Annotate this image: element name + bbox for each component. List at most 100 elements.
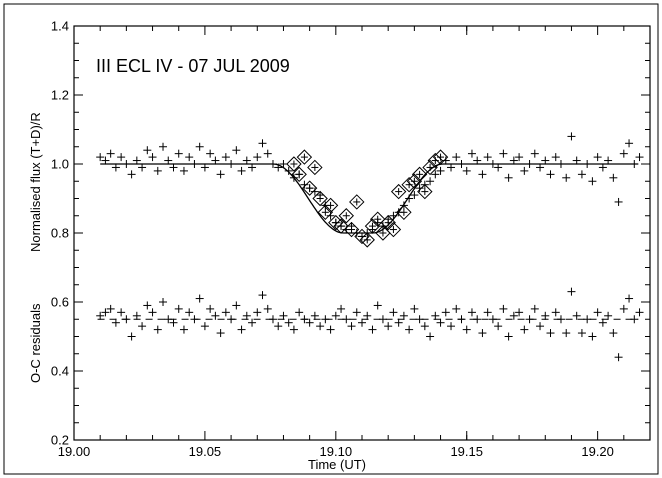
x-tick-label: 19.00 — [58, 444, 91, 459]
residual-point — [426, 332, 435, 341]
flux-point — [588, 177, 597, 186]
x-tick-label: 19.10 — [320, 444, 353, 459]
flux-point — [515, 153, 524, 162]
residual-point — [546, 329, 555, 338]
in-transit-point — [390, 183, 407, 200]
residual-point — [536, 322, 545, 331]
flux-point — [143, 146, 152, 155]
y-axis-label-flux: Normalised flux (T+D)/R — [28, 112, 43, 252]
flux-point — [530, 149, 539, 158]
residual-point — [441, 308, 450, 317]
flux-point — [625, 139, 634, 148]
flux-point — [426, 177, 435, 186]
residual-point — [248, 318, 257, 327]
in-transit-point — [380, 214, 396, 231]
flux-point — [467, 149, 476, 158]
residual-point — [604, 311, 613, 320]
residual-point — [378, 315, 387, 324]
flux-point — [494, 163, 503, 172]
flux-point — [604, 156, 613, 165]
residual-point — [138, 322, 147, 331]
flux-point — [593, 153, 602, 162]
x-tick-label: 19.20 — [581, 444, 614, 459]
flux-point — [457, 160, 466, 168]
flux-point — [556, 160, 565, 168]
in-transit-point — [301, 180, 318, 196]
flux-point — [274, 163, 283, 172]
residual-point — [473, 315, 482, 324]
flux-point — [263, 149, 272, 158]
flux-point — [536, 163, 545, 172]
flux-point — [520, 166, 529, 175]
outer-frame — [3, 3, 659, 475]
flux-point — [619, 149, 628, 158]
residual-point — [577, 329, 586, 338]
flux-point — [268, 160, 277, 168]
residual-point — [347, 322, 356, 331]
flux-point — [106, 149, 115, 158]
residual-point — [153, 325, 162, 334]
axes-layer: 19.00 19.05 19.10 19.15 19.20 0.2 0.4 0.6 0.8 1.0… — [51, 19, 651, 459]
residual-point — [457, 315, 466, 324]
residual-point — [405, 325, 414, 334]
residual-point — [614, 353, 623, 362]
x-axis-label: Time (UT) — [308, 457, 366, 472]
residual-point — [447, 322, 456, 331]
residual-point — [106, 304, 115, 313]
residual-point — [279, 311, 288, 320]
y-tick-label: 1.4 — [51, 19, 69, 34]
residual-point — [567, 287, 576, 296]
in-transit-point — [385, 221, 402, 238]
flux-point — [410, 191, 419, 200]
residual-point — [368, 325, 377, 334]
residual-point — [394, 318, 403, 327]
flux-point — [452, 153, 461, 162]
in-transit-point — [349, 194, 365, 210]
residual-point — [431, 311, 440, 320]
flux-point — [447, 163, 456, 172]
flux-point — [389, 211, 398, 220]
flux-point — [436, 166, 445, 175]
flux-point — [405, 194, 414, 203]
residual-point — [111, 318, 120, 327]
flux-point — [499, 149, 508, 158]
residual-point — [316, 322, 325, 331]
y-tick-label: 0.6 — [51, 295, 69, 310]
flux-point — [284, 166, 293, 175]
residual-point — [583, 315, 592, 324]
residual-point — [117, 308, 126, 317]
residual-point — [331, 311, 340, 320]
residual-point — [179, 325, 188, 334]
residual-point — [541, 311, 550, 320]
flux-point — [179, 166, 188, 175]
flux-point — [195, 142, 204, 151]
residual-point — [483, 308, 492, 317]
flux-point — [488, 160, 497, 168]
residual-point — [258, 291, 267, 300]
residual-point — [310, 311, 319, 320]
residual-point — [148, 308, 157, 317]
flux-point — [483, 153, 492, 162]
x-tick-label: 19.05 — [189, 444, 222, 459]
residual-point — [420, 322, 429, 331]
flux-point — [635, 153, 644, 162]
residual-point — [268, 315, 277, 324]
flux-point — [504, 173, 513, 182]
residual-point — [562, 329, 571, 338]
residual-point — [530, 304, 539, 313]
residual-point — [452, 304, 461, 313]
flux-point — [242, 156, 251, 165]
flux-point — [200, 163, 209, 172]
residual-point — [337, 304, 346, 313]
flux-point — [101, 156, 110, 165]
in-transit-point — [317, 204, 334, 221]
residual-point — [253, 308, 262, 317]
residual-point — [358, 318, 366, 327]
flux-point — [279, 160, 288, 168]
flux-point — [138, 163, 147, 172]
residual-point — [556, 315, 565, 324]
residual-point — [488, 315, 497, 324]
flux-point — [551, 153, 560, 162]
in-transit-point — [338, 208, 354, 224]
flux-point — [541, 156, 550, 165]
